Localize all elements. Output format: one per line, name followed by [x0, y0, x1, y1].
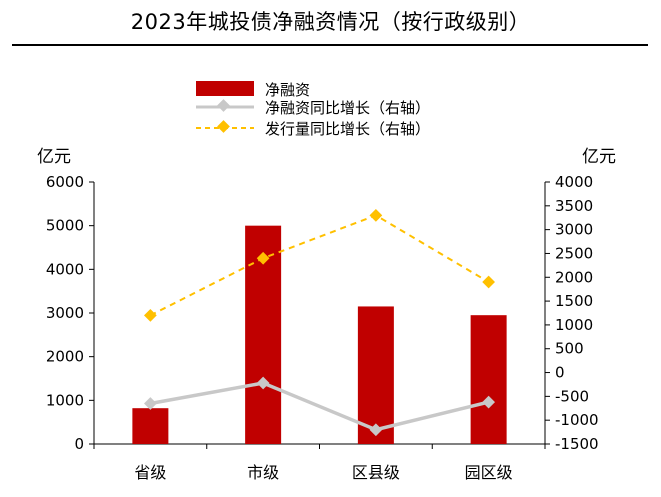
series-1-point	[256, 376, 270, 390]
right-tick-label: -1000	[555, 411, 599, 429]
bar-园区级	[470, 315, 507, 444]
legend: 净融资 净融资同比增长（右轴） 发行量同比增长（右轴）	[196, 81, 430, 138]
series-1-point	[482, 395, 495, 409]
left-tick-label: 5000	[46, 217, 84, 235]
left-tick-label: 3000	[46, 304, 84, 322]
legend-yellow-marker	[217, 120, 230, 133]
legend-bar-swatch	[196, 81, 254, 96]
right-tick-label: 0	[555, 364, 565, 382]
right-tick-label: 2000	[555, 268, 593, 286]
bar-区县级	[357, 306, 394, 444]
legend-label-net-financing: 净融资	[265, 81, 310, 99]
series-line-1	[150, 381, 490, 432]
series-1-point	[369, 423, 383, 437]
category-label: 省级	[134, 463, 166, 482]
title-underline	[12, 44, 648, 46]
left-axis-unit: 亿元	[37, 147, 71, 167]
category-label: 园区级	[465, 463, 513, 482]
legend-gray-marker	[217, 99, 230, 112]
right-axis-unit: 亿元	[582, 147, 616, 167]
series-2-point	[369, 208, 383, 222]
left-tick-label: 1000	[46, 391, 84, 409]
right-tick-label: -1500	[555, 435, 599, 453]
category-label: 区县级	[352, 463, 400, 482]
category-label: 市级	[247, 463, 279, 482]
chart-title: 2023年城投债净融资情况（按行政级别）	[130, 10, 531, 34]
series-2-point	[482, 275, 495, 289]
legend-label-net-financing-yoy: 净融资同比增长（右轴）	[265, 99, 430, 117]
category-labels: 省级 市级 区县级 园区级	[134, 463, 512, 482]
series-1-point	[144, 397, 157, 410]
left-tick-label: 2000	[46, 348, 84, 366]
series-line-2	[149, 214, 490, 317]
bar-省级	[132, 408, 169, 444]
line-series	[144, 208, 495, 437]
right-tick-label: -500	[555, 387, 589, 405]
right-tick-label: 3500	[555, 197, 593, 215]
right-tick-label: 4000	[555, 173, 593, 191]
right-tick-label: 1000	[555, 316, 593, 334]
right-tick-label: 500	[555, 340, 584, 358]
legend-label-issuance-yoy: 发行量同比增长（右轴）	[265, 120, 430, 138]
right-tick-label: 3000	[555, 221, 593, 239]
left-tick-label: 0	[74, 435, 84, 453]
axes: 6000500040003000200010000400035003000250…	[46, 173, 599, 453]
right-tick-label: 1500	[555, 292, 593, 310]
series-2-point	[144, 309, 157, 322]
left-tick-label: 6000	[46, 173, 84, 191]
left-tick-label: 4000	[46, 260, 84, 278]
right-tick-label: 2500	[555, 244, 593, 262]
